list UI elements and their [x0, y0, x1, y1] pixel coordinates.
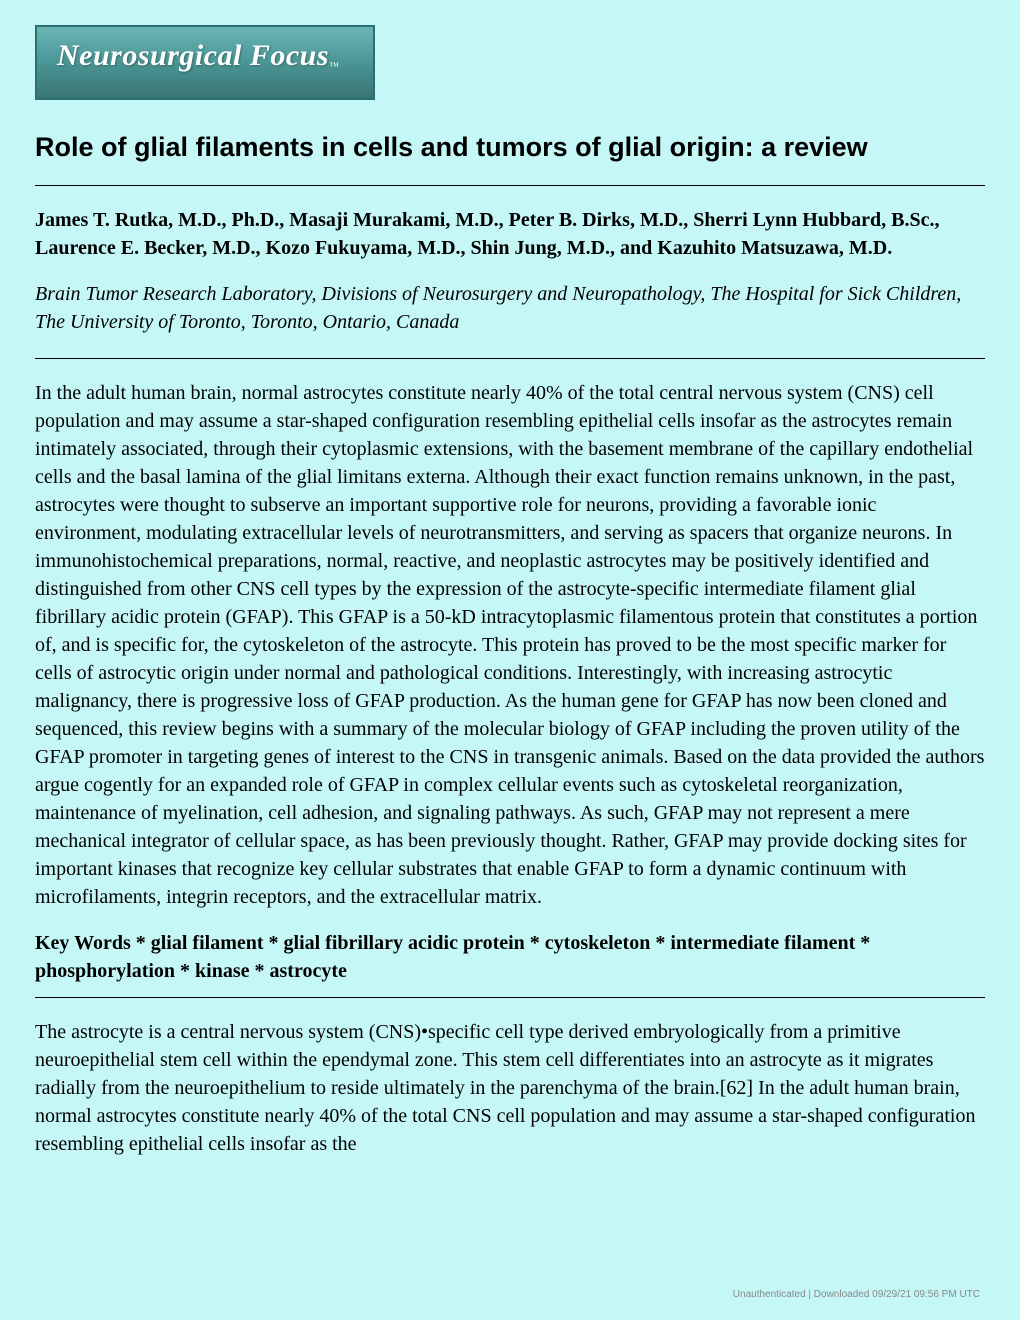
- divider-authors: [35, 358, 985, 359]
- authors: James T. Rutka, M.D., Ph.D., Masaji Mura…: [35, 206, 985, 262]
- article-title: Role of glial filaments in cells and tum…: [35, 130, 985, 165]
- logo-container: Neurosurgical Focus™: [35, 25, 985, 100]
- logo-text: Neurosurgical Focus: [57, 39, 329, 72]
- divider-keywords: [35, 997, 985, 998]
- divider-top: [35, 185, 985, 186]
- body-paragraph: The astrocyte is a central nervous syste…: [35, 1018, 985, 1158]
- abstract-text: In the adult human brain, normal astrocy…: [35, 379, 985, 911]
- footer-text: Unauthenticated | Downloaded 09/29/21 09…: [733, 1289, 980, 1300]
- journal-logo: Neurosurgical Focus™: [35, 25, 375, 100]
- affiliation: Brain Tumor Research Laboratory, Divisio…: [35, 280, 985, 336]
- logo-trademark: ™: [329, 61, 339, 72]
- keywords: Key Words * glial filament * glial fibri…: [35, 929, 985, 985]
